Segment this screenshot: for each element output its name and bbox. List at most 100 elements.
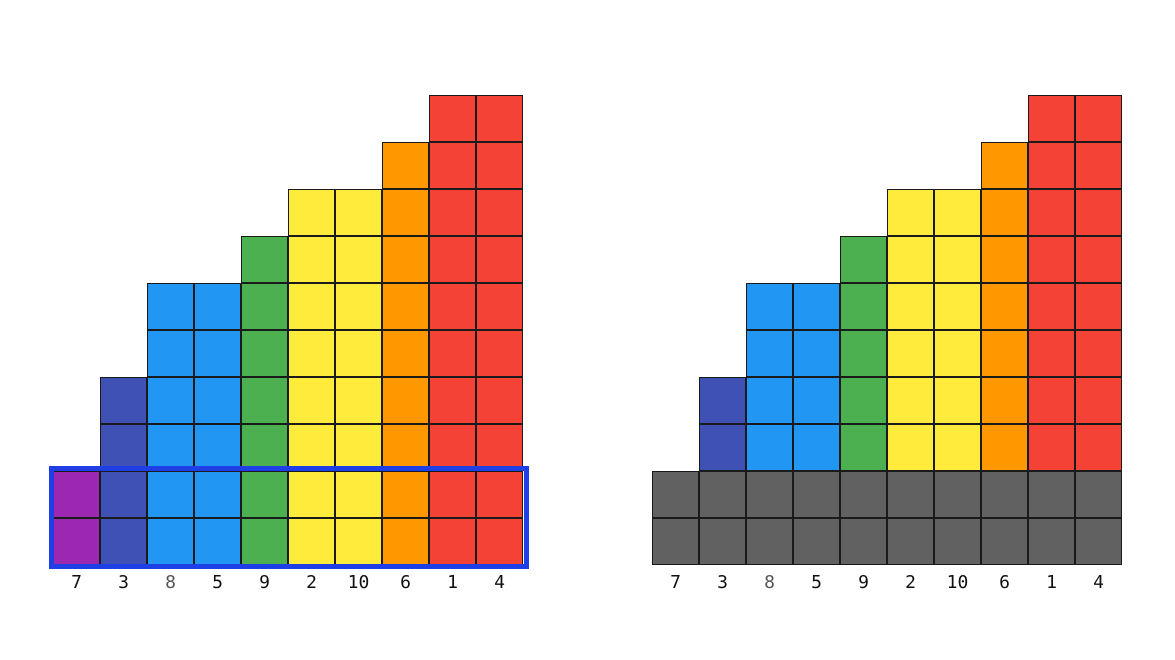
bar-cell-9 [241, 377, 288, 424]
bar-cell-10 [934, 377, 981, 424]
column-label: 1 [1046, 572, 1057, 593]
gray-base-cell [981, 518, 1028, 565]
bar-cell-2 [887, 424, 934, 471]
bar-cell-4 [476, 330, 523, 377]
bar-cell-5 [194, 471, 241, 518]
bar-cell-4 [1075, 424, 1122, 471]
bar-cell-2 [887, 236, 934, 283]
bar-cell-4 [1075, 330, 1122, 377]
bar-cell-1 [1028, 283, 1075, 330]
column-label: 5 [212, 572, 223, 593]
bar-cell-2 [288, 283, 335, 330]
bar-cell-5 [194, 283, 241, 330]
bar-cell-4 [1075, 142, 1122, 189]
bar-cell-8 [147, 471, 194, 518]
bar-cell-3 [100, 471, 147, 518]
column-label: 9 [858, 572, 869, 593]
gray-base-cell [746, 471, 793, 518]
bar-cell-6 [981, 330, 1028, 377]
bar-cell-10 [335, 330, 382, 377]
bar-cell-2 [887, 330, 934, 377]
bar-cell-1 [429, 283, 476, 330]
gray-base-cell [1075, 518, 1122, 565]
bar-cell-10 [934, 424, 981, 471]
bar-cell-4 [476, 142, 523, 189]
bar-cell-6 [981, 424, 1028, 471]
bar-cell-6 [382, 142, 429, 189]
bar-cell-3 [100, 377, 147, 424]
column-label: 2 [306, 572, 317, 593]
bar-cell-6 [981, 142, 1028, 189]
bar-cell-4 [1075, 377, 1122, 424]
column-label: 10 [946, 572, 969, 593]
bar-cell-5 [194, 330, 241, 377]
column-label: 2 [905, 572, 916, 593]
column-label: 4 [494, 572, 505, 593]
bar-cell-9 [840, 424, 887, 471]
bar-cell-9 [241, 471, 288, 518]
gray-base-cell [981, 471, 1028, 518]
column-label: 1 [447, 572, 458, 593]
gray-base-cell [840, 518, 887, 565]
bar-cell-2 [887, 189, 934, 236]
bar-cell-4 [1075, 283, 1122, 330]
column-label: 7 [71, 572, 82, 593]
bar-cell-4 [476, 283, 523, 330]
bar-cell-5 [194, 518, 241, 565]
bar-cell-1 [1028, 377, 1075, 424]
bar-cell-3 [699, 424, 746, 471]
bar-cell-1 [1028, 424, 1075, 471]
bar-cell-1 [429, 424, 476, 471]
gray-base-cell [1028, 518, 1075, 565]
bar-cell-3 [699, 377, 746, 424]
bar-cell-10 [934, 330, 981, 377]
bar-cell-6 [981, 236, 1028, 283]
bar-cell-10 [335, 283, 382, 330]
bar-cell-9 [840, 330, 887, 377]
bar-cell-8 [147, 424, 194, 471]
bar-cell-2 [288, 471, 335, 518]
gray-base-cell [699, 518, 746, 565]
bar-cell-4 [476, 95, 523, 142]
bar-cell-4 [476, 189, 523, 236]
bar-cell-8 [746, 283, 793, 330]
column-label: 9 [259, 572, 270, 593]
bar-cell-4 [1075, 189, 1122, 236]
bar-cell-4 [476, 518, 523, 565]
gray-base-cell [934, 471, 981, 518]
column-label: 7 [670, 572, 681, 593]
bar-cell-1 [429, 236, 476, 283]
bar-cell-10 [934, 236, 981, 283]
bar-cell-6 [382, 283, 429, 330]
bar-cell-9 [241, 236, 288, 283]
bar-cell-2 [288, 330, 335, 377]
bar-cell-4 [476, 471, 523, 518]
column-label: 3 [717, 572, 728, 593]
bar-cell-1 [429, 330, 476, 377]
bar-cell-1 [1028, 142, 1075, 189]
bar-cell-10 [335, 189, 382, 236]
bar-cell-5 [793, 330, 840, 377]
bottom-rows-highlight [49, 466, 529, 569]
bar-cell-6 [382, 471, 429, 518]
bar-cell-10 [335, 377, 382, 424]
bar-cell-6 [981, 189, 1028, 236]
gray-base-cell [746, 518, 793, 565]
bar-cell-10 [934, 283, 981, 330]
bar-cell-2 [887, 377, 934, 424]
column-label: 5 [811, 572, 822, 593]
gray-base-cell [793, 518, 840, 565]
gray-base-cell [840, 471, 887, 518]
bar-cell-2 [288, 518, 335, 565]
bar-cell-2 [288, 377, 335, 424]
gray-base-cell [652, 518, 699, 565]
bar-cell-9 [840, 377, 887, 424]
gray-base-cell [1028, 471, 1075, 518]
bar-cell-9 [840, 283, 887, 330]
bar-cell-6 [382, 424, 429, 471]
gray-base-cell [887, 471, 934, 518]
bar-cell-1 [429, 142, 476, 189]
bar-cell-4 [1075, 236, 1122, 283]
